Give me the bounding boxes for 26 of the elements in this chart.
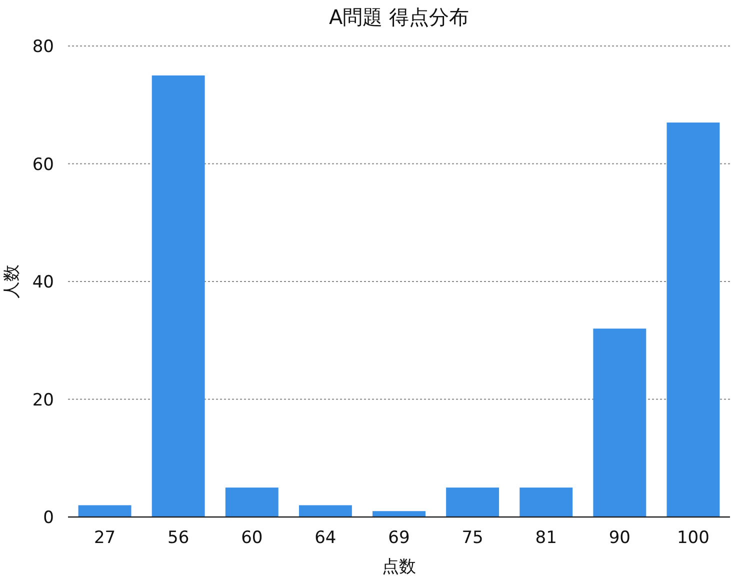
chart-title: A問題 得点分布 bbox=[328, 5, 470, 29]
bar bbox=[78, 505, 132, 517]
bar bbox=[152, 75, 205, 517]
x-tick-label: 81 bbox=[535, 528, 557, 548]
x-tick-label: 100 bbox=[676, 528, 710, 548]
x-tick-label: 27 bbox=[94, 528, 116, 548]
bar bbox=[298, 505, 352, 517]
y-tick-label: 60 bbox=[32, 154, 54, 175]
bar bbox=[666, 122, 720, 517]
x-tick-label: 69 bbox=[388, 528, 410, 548]
x-tick-label: 75 bbox=[462, 528, 484, 548]
bar bbox=[593, 328, 646, 517]
x-tick-label: 64 bbox=[314, 528, 336, 548]
x-tick-label: 56 bbox=[168, 528, 190, 548]
y-tick-label: 80 bbox=[32, 37, 54, 57]
y-axis-title: 人数 bbox=[2, 264, 22, 298]
bar bbox=[372, 511, 426, 517]
bar bbox=[225, 488, 278, 517]
bar bbox=[446, 488, 500, 517]
bar bbox=[520, 488, 573, 517]
y-tick-label: 0 bbox=[43, 508, 54, 528]
y-tick-label: 40 bbox=[32, 272, 54, 292]
x-axis-title: 点数 bbox=[382, 557, 416, 576]
y-tick-label: 20 bbox=[32, 390, 54, 410]
x-tick-label: 60 bbox=[241, 528, 263, 548]
x-tick-label: 90 bbox=[608, 528, 630, 548]
